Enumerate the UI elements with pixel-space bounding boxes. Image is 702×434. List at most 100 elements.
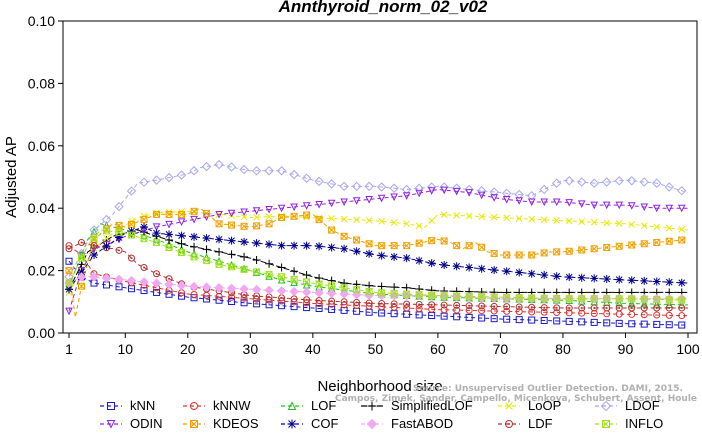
data-point-marker — [602, 177, 612, 187]
data-point-marker — [189, 166, 199, 176]
data-point-marker — [165, 210, 173, 218]
data-point-marker — [90, 236, 98, 243]
data-point-marker — [240, 222, 248, 230]
data-point-marker — [103, 227, 110, 235]
data-point-marker — [665, 224, 673, 232]
data-point-marker — [128, 231, 135, 239]
data-point-marker — [465, 242, 473, 250]
data-point-marker — [265, 220, 273, 228]
data-point-marker — [603, 244, 611, 251]
data-point-marker — [428, 237, 435, 245]
data-point-marker — [240, 208, 248, 217]
data-point-marker — [540, 294, 548, 302]
data-point-marker — [528, 251, 536, 259]
data-point-marker — [440, 292, 448, 300]
data-point-marker — [277, 263, 286, 272]
data-point-marker-dot — [293, 297, 296, 300]
x-tick-label: 60 — [430, 341, 446, 357]
data-point-marker — [640, 276, 649, 285]
data-point-marker — [115, 246, 123, 254]
data-point-marker — [640, 295, 648, 303]
data-point-marker — [289, 169, 299, 180]
data-point-marker — [490, 302, 498, 310]
data-point-marker — [552, 272, 561, 281]
data-point-marker — [353, 286, 360, 293]
data-point-marker — [265, 205, 273, 214]
data-point-marker — [366, 418, 378, 430]
data-point-marker — [378, 242, 385, 249]
data-point-marker — [415, 305, 423, 313]
data-point-marker-dot — [318, 299, 321, 302]
legend-item-ldf: LDF — [498, 416, 553, 431]
data-point-marker — [590, 304, 598, 312]
data-point-marker — [615, 201, 624, 210]
data-point-marker-dot — [508, 423, 510, 425]
data-point-marker — [403, 220, 410, 228]
data-point-marker — [252, 239, 261, 248]
data-point-marker — [165, 290, 173, 298]
data-point-marker-dot — [568, 307, 571, 310]
data-point-marker — [628, 320, 636, 328]
data-point-marker — [402, 283, 411, 292]
data-point-marker — [352, 197, 361, 205]
data-point-marker — [265, 259, 274, 268]
data-point-marker — [615, 295, 623, 303]
data-point-marker-dot — [268, 295, 271, 298]
data-point-marker — [290, 303, 298, 311]
data-point-marker-dot — [543, 306, 546, 309]
data-point-marker — [603, 295, 611, 303]
data-point-marker — [453, 212, 461, 219]
data-point-marker — [190, 207, 198, 215]
data-point-marker — [190, 290, 198, 298]
data-point-marker — [478, 243, 486, 251]
data-point-marker — [128, 221, 135, 228]
data-point-marker — [415, 291, 423, 298]
data-point-marker — [365, 288, 373, 296]
data-point-marker — [203, 257, 210, 264]
data-point-marker — [378, 217, 385, 225]
data-point-marker — [665, 204, 674, 213]
data-point-marker — [665, 296, 673, 304]
data-point-marker — [65, 245, 73, 253]
data-point-marker — [315, 216, 323, 223]
data-point-marker — [265, 240, 274, 249]
legend-item-odin: ODIN — [100, 416, 163, 431]
data-point-marker — [614, 176, 624, 186]
data-point-marker-dot — [505, 305, 508, 308]
data-point-marker-dot — [593, 307, 596, 310]
data-point-marker — [178, 249, 186, 257]
data-point-marker — [565, 295, 573, 303]
data-point-marker-dot — [155, 272, 158, 275]
data-point-marker — [153, 239, 160, 246]
data-point-marker — [115, 233, 124, 242]
data-point-marker — [390, 289, 398, 297]
legend: kNN kNNW LOF SimplifiedLOF LoOP LDOF ODIN KDEOS… — [100, 398, 663, 431]
data-point-marker-dot — [668, 307, 671, 310]
data-point-marker — [151, 175, 162, 185]
y-tick-label: 0.08 — [28, 75, 55, 91]
legend-item-inflo: INFLO — [595, 416, 663, 431]
data-point-marker-dot — [93, 244, 96, 247]
data-point-marker — [540, 294, 548, 302]
data-point-marker — [253, 268, 260, 276]
data-point-marker — [440, 237, 448, 245]
data-point-marker-dot — [68, 247, 70, 250]
y-tick-label: 0.06 — [28, 138, 55, 154]
data-point-marker — [540, 316, 548, 324]
data-point-marker — [490, 307, 498, 315]
data-point-marker — [553, 248, 561, 256]
data-point-marker — [340, 244, 349, 253]
data-point-marker — [367, 401, 377, 411]
data-point-marker — [315, 280, 323, 288]
data-point-marker — [287, 419, 297, 429]
data-point-marker — [351, 181, 362, 192]
data-point-marker-dot — [630, 307, 633, 310]
x-tick-label: 100 — [676, 341, 700, 357]
data-point-marker — [653, 296, 661, 303]
data-point-marker — [377, 194, 386, 203]
data-point-marker — [528, 294, 536, 302]
data-point-marker — [578, 246, 586, 254]
data-point-marker — [503, 315, 511, 323]
data-point-marker — [226, 283, 237, 294]
data-point-marker — [202, 234, 211, 243]
